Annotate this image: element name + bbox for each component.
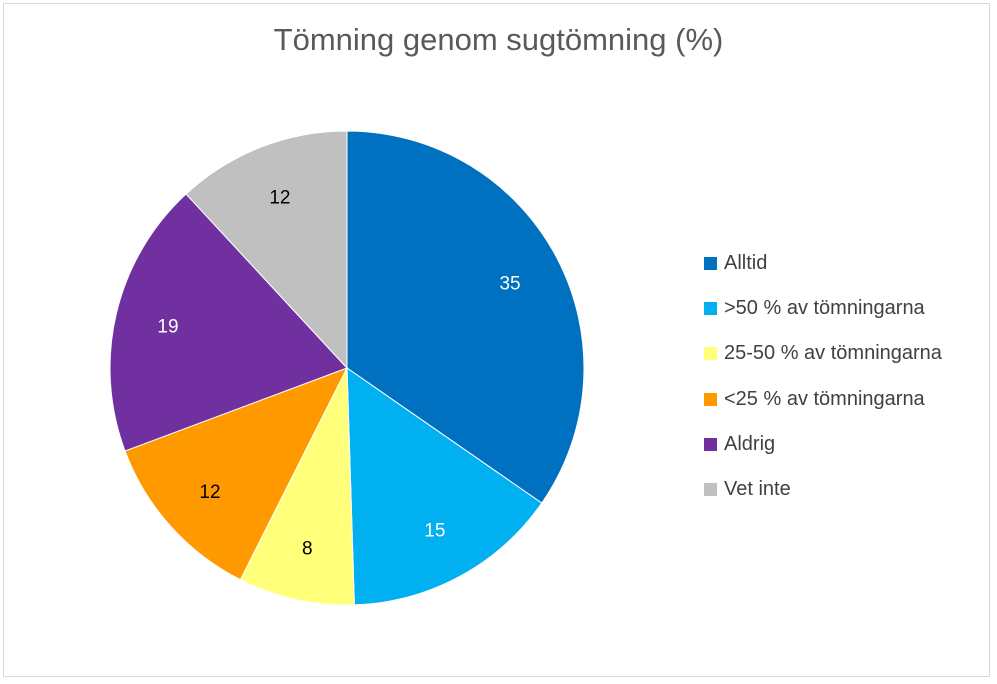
pie-slice-4 — [124, 367, 349, 581]
legend-label: 25-50 % av tömningarna — [724, 342, 942, 365]
legend-label: Alltid — [724, 252, 768, 275]
legend-label: Aldrig — [724, 432, 776, 455]
slice-data-label-6: 12 — [269, 188, 290, 209]
legend-swatch — [704, 392, 717, 406]
legend-label: >50 % av tömningarna — [724, 297, 925, 320]
pie-slice-1 — [346, 130, 585, 504]
legend-item-1: Alltid — [704, 241, 942, 286]
legend-swatch — [704, 483, 717, 497]
pie-slice-3 — [239, 367, 355, 606]
legend-swatch — [704, 437, 717, 451]
legend-item-2: >50 % av tömningarna — [704, 286, 942, 331]
slice-data-label-1: 35 — [499, 274, 520, 295]
slice-data-label-3: 8 — [302, 539, 313, 560]
legend-swatch — [704, 257, 717, 271]
slice-data-label-4: 12 — [199, 482, 220, 503]
legend-item-3: 25-50 % av tömningarna — [704, 331, 942, 376]
chart-legend: Alltid >50 % av tömningarna 25-50 % av töm… — [704, 241, 942, 512]
legend-item-6: Vet inte — [704, 467, 942, 512]
slice-data-label-5: 19 — [157, 316, 178, 337]
pie-slice-2 — [346, 367, 543, 606]
legend-swatch — [704, 347, 717, 361]
legend-item-5: Aldrig — [704, 422, 942, 467]
legend-label: <25 % av tömningarna — [724, 387, 925, 410]
slice-data-label-2: 15 — [424, 521, 445, 542]
legend-label: Vet inte — [724, 478, 791, 501]
pie-slice-6 — [185, 130, 348, 370]
legend-swatch — [704, 302, 717, 316]
chart-title: Tömning genom sugtömning (%) — [273, 22, 724, 57]
pie-slice-5 — [109, 193, 348, 452]
legend-item-4: <25 % av tömningarna — [704, 377, 942, 422]
